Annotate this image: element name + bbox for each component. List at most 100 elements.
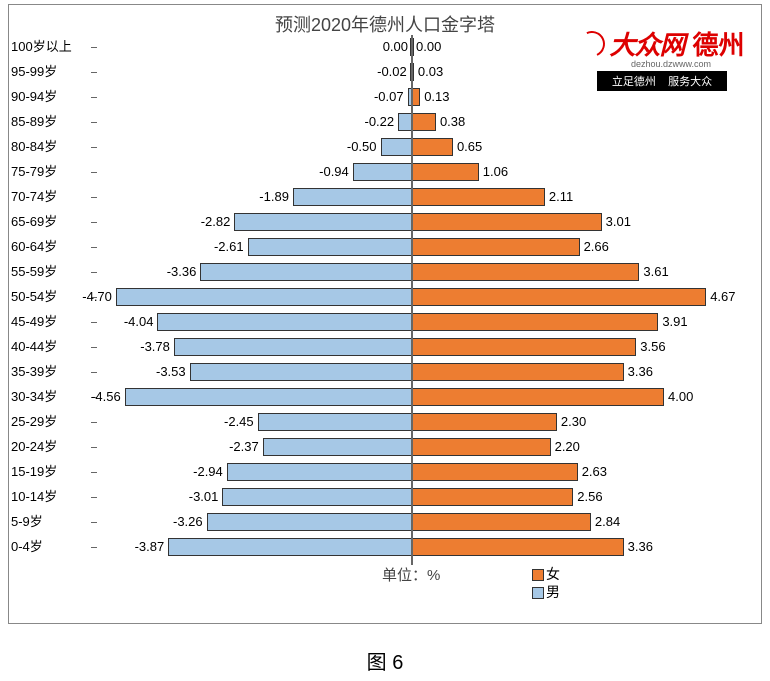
male-bar (168, 538, 412, 556)
male-value-label: -1.89 (259, 188, 289, 206)
slogan-right: 服务大众 (668, 76, 712, 88)
female-bar (412, 463, 578, 481)
age-group-label: 20-24岁 (11, 435, 91, 459)
male-value-label: -3.78 (140, 338, 170, 356)
female-value-label: 0.00 (416, 38, 441, 56)
male-bar (200, 263, 412, 281)
female-value-label: 4.67 (710, 288, 735, 306)
age-group-label: 75-79岁 (11, 160, 91, 184)
slogan-left: 立足德州 (612, 76, 656, 88)
age-group-label: 35-39岁 (11, 360, 91, 384)
male-bar (227, 463, 412, 481)
female-value-label: 3.61 (643, 263, 668, 281)
female-value-label: 3.01 (606, 213, 631, 231)
female-bar (412, 313, 658, 331)
male-bar (293, 188, 412, 206)
female-value-label: 2.20 (555, 438, 580, 456)
legend-swatch-male (532, 587, 544, 599)
female-value-label: 3.36 (628, 538, 653, 556)
male-value-label: -0.02 (377, 63, 407, 81)
watermark-city: 德州 (693, 25, 745, 62)
logo-swirl-icon (576, 27, 609, 60)
male-value-label: -2.61 (214, 238, 244, 256)
female-value-label: 4.00 (668, 388, 693, 406)
female-bar (412, 238, 580, 256)
age-group-label: 70-74岁 (11, 185, 91, 209)
male-value-label: -2.94 (193, 463, 223, 481)
male-value-label: -0.07 (374, 88, 404, 106)
male-value-label: -3.01 (189, 488, 219, 506)
center-axis (411, 35, 413, 565)
male-bar (222, 488, 412, 506)
age-group-label: 5-9岁 (11, 510, 91, 534)
age-group-label: 80-84岁 (11, 135, 91, 159)
age-group-label: 85-89岁 (11, 110, 91, 134)
male-bar (116, 288, 412, 306)
female-value-label: 3.36 (628, 363, 653, 381)
age-group-label: 45-49岁 (11, 310, 91, 334)
age-group-label: 100岁以上 (11, 35, 91, 59)
male-bar (381, 138, 413, 156)
female-value-label: 2.56 (577, 488, 602, 506)
legend-male-label: 男 (546, 584, 560, 600)
female-value-label: 2.63 (582, 463, 607, 481)
female-value-label: 2.84 (595, 513, 620, 531)
legend-female-label: 女 (546, 566, 560, 582)
watermark-brand: 大众网 (609, 25, 684, 62)
male-value-label: -3.36 (167, 263, 197, 281)
age-group-label: 90-94岁 (11, 85, 91, 109)
male-bar (125, 388, 412, 406)
legend-female: 女 (532, 564, 560, 584)
female-value-label: 2.30 (561, 413, 586, 431)
female-bar (412, 138, 453, 156)
age-group-label: 25-29岁 (11, 410, 91, 434)
age-group-label: 55-59岁 (11, 260, 91, 284)
female-bar (412, 338, 636, 356)
male-value-label: -2.45 (224, 413, 254, 431)
male-bar (207, 513, 412, 531)
age-group-label: 95-99岁 (11, 60, 91, 84)
watermark-slogan: 立足德州 服务大众 (597, 71, 727, 91)
female-bar (412, 388, 664, 406)
female-bar (412, 513, 591, 531)
female-bar (412, 413, 557, 431)
unit-label: 单位：% (382, 564, 440, 585)
legend-swatch-female (532, 569, 544, 581)
female-bar (412, 88, 420, 106)
female-bar (412, 188, 545, 206)
female-value-label: 2.66 (584, 238, 609, 256)
female-value-label: 3.56 (640, 338, 665, 356)
age-group-label: 60-64岁 (11, 235, 91, 259)
age-group-label: 15-19岁 (11, 460, 91, 484)
legend-male: 男 (532, 582, 560, 602)
male-value-label: -0.22 (365, 113, 395, 131)
male-value-label: -3.26 (173, 513, 203, 531)
male-value-label: -0.50 (347, 138, 377, 156)
male-value-label: -4.70 (82, 288, 112, 306)
female-bar (412, 288, 706, 306)
age-group-label: 30-34岁 (11, 385, 91, 409)
chart-container: 预测2020年德州人口金字塔 大众网 德州 dezhou.dzwww.com 立… (8, 4, 762, 624)
female-bar (412, 488, 573, 506)
female-value-label: 0.38 (440, 113, 465, 131)
male-bar (190, 363, 412, 381)
male-bar (174, 338, 412, 356)
male-value-label: -3.87 (135, 538, 165, 556)
male-value-label: 0.00 (383, 38, 408, 56)
watermark-logo: 大众网 德州 dezhou.dzwww.com 立足德州 服务大众 (577, 25, 747, 91)
male-value-label: -2.82 (201, 213, 231, 231)
female-value-label: 2.11 (549, 188, 573, 206)
female-bar (412, 213, 602, 231)
female-bar (412, 363, 624, 381)
female-value-label: 0.65 (457, 138, 482, 156)
female-bar (412, 538, 624, 556)
figure-caption: 图 6 (0, 646, 770, 675)
age-group-label: 10-14岁 (11, 485, 91, 509)
female-bar (412, 163, 479, 181)
age-group-label: 40-44岁 (11, 335, 91, 359)
male-value-label: -4.56 (91, 388, 121, 406)
male-bar (398, 113, 412, 131)
female-value-label: 1.06 (483, 163, 508, 181)
female-bar (412, 438, 551, 456)
male-value-label: -2.37 (229, 438, 259, 456)
